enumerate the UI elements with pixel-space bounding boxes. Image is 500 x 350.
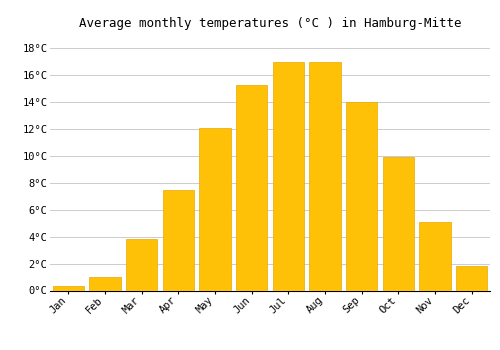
Bar: [420, 222, 450, 290]
Bar: [163, 190, 194, 290]
Bar: [456, 266, 487, 290]
Bar: [310, 62, 340, 290]
Bar: [273, 62, 304, 290]
Bar: [382, 158, 414, 290]
Bar: [90, 277, 120, 290]
Bar: [53, 286, 84, 290]
Bar: [200, 128, 230, 290]
Bar: [126, 239, 157, 290]
Bar: [236, 85, 267, 290]
Bar: [346, 102, 378, 290]
Title: Average monthly temperatures (°C ) in Hamburg-Mitte: Average monthly temperatures (°C ) in Ha…: [79, 17, 461, 30]
